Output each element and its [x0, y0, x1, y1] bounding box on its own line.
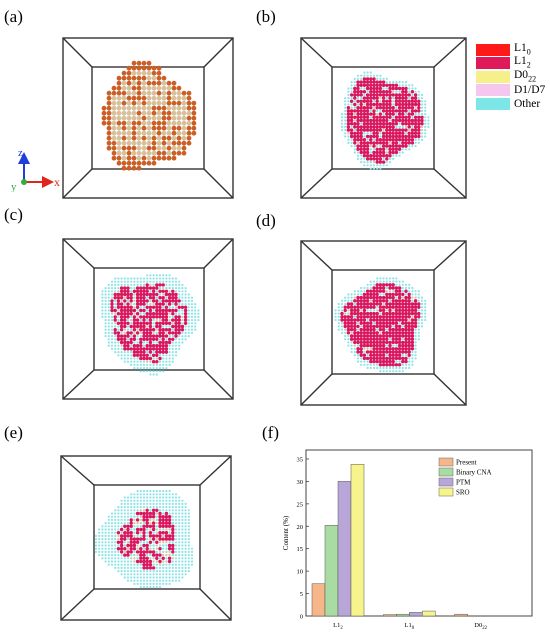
legend-label-present: Present	[456, 459, 477, 467]
legend-swatch-ptm	[438, 477, 454, 487]
bar-sro-1	[422, 610, 436, 617]
legend-item-other: Other	[476, 97, 545, 111]
legend-item-d1d7: D1/D7	[476, 84, 545, 98]
panel-e-cluster	[94, 490, 194, 589]
bar-ptm-0	[337, 481, 352, 617]
panel-label-b: (b)	[256, 7, 276, 26]
panel-d-box	[300, 240, 467, 406]
y-tick-label: 25	[297, 501, 304, 508]
panel-label-f: (f)	[262, 423, 279, 442]
y-axis-dot	[21, 179, 27, 185]
panel-b-frame	[300, 37, 467, 199]
legend-item-l10: L10	[476, 41, 545, 57]
x-axis-label: x	[54, 175, 60, 189]
legend-swatch-d022	[476, 70, 510, 83]
legend-swatch-d1d7	[476, 84, 510, 97]
legend-label-d1d7: D1/D7	[514, 84, 546, 97]
panel-b-cluster	[340, 71, 430, 170]
panel-c-cluster	[101, 274, 200, 376]
axes-triad: z y x	[8, 142, 68, 192]
panel-label-d: (d)	[256, 211, 276, 230]
content-chart: 0 5 10 15 20 25 30 35 Content (%) L12 L10 D022 Prese…	[280, 446, 542, 634]
panel-e-frame	[60, 455, 232, 621]
bar-ptm-1	[409, 612, 423, 617]
x-tick-label: L10	[405, 622, 415, 631]
bar-binary-cna-1	[396, 613, 410, 617]
legend-label-other: Other	[514, 97, 541, 110]
bar-binary-cna-0	[324, 525, 339, 617]
y-tick-label: 30	[297, 479, 304, 486]
legend-swatch-binary-cna	[438, 467, 454, 477]
panel-d-view	[300, 240, 467, 406]
legend-label-l10: L10	[514, 41, 531, 56]
legend-swatch-present	[438, 457, 454, 467]
y-tick-label: 5	[300, 591, 303, 598]
panel-c-box	[62, 238, 234, 400]
legend-swatch-other	[476, 97, 510, 110]
z-axis-label: z	[18, 147, 23, 159]
panel-label-a: (a)	[4, 7, 23, 26]
panel-d-cluster	[334, 277, 427, 373]
y-axis-title: Content (%)	[282, 515, 290, 550]
y-tick-label: 0	[300, 614, 303, 621]
legend-label-sro: SRO	[456, 489, 470, 497]
legend-label-d022: D022	[514, 68, 537, 83]
axes-triad-svg: z y x	[11, 147, 60, 192]
structure-legend: L10 L12 D022 D1/D7 Other	[476, 41, 545, 111]
panel-d-frame	[300, 240, 467, 406]
bar-sro-0	[350, 464, 365, 617]
panel-label-e: (e)	[4, 423, 23, 442]
panel-e-box	[60, 455, 232, 621]
y-tick-label: 35	[297, 456, 304, 463]
panel-a-view	[62, 37, 234, 199]
bar-present-0	[311, 583, 326, 617]
y-axis-label: y	[11, 181, 17, 192]
panel-label-c: (c)	[4, 205, 23, 224]
y-tick-label: 10	[297, 569, 304, 576]
x-tick-label: L12	[333, 622, 343, 631]
panel-b-view	[300, 37, 467, 199]
bar-present-2	[454, 613, 468, 617]
legend-item-l12: L12	[476, 55, 545, 71]
panel-b-box	[300, 37, 467, 199]
legend-item-d022: D022	[476, 68, 545, 84]
bar-present-1	[383, 614, 397, 617]
chart-legend: Present Binary CNA PTM SRO	[438, 457, 492, 497]
x-tick-label: D022	[474, 622, 487, 631]
content-bar-chart: 0 5 10 15 20 25 30 35 Content (%) L12 L10 D022 Prese…	[282, 449, 533, 631]
legend-label-l12: L12	[514, 55, 531, 70]
panel-e-view	[60, 455, 232, 621]
legend-label-binary-cna: Binary CNA	[456, 469, 492, 477]
panel-a-cluster	[101, 60, 197, 171]
legend-swatch-sro	[438, 487, 454, 497]
legend-swatch-l12	[476, 57, 510, 70]
panel-a-box	[62, 37, 234, 199]
y-tick-label: 15	[297, 546, 304, 553]
panel-c-view	[62, 238, 234, 400]
legend-swatch-l10	[476, 43, 510, 56]
panel-c-frame	[62, 238, 234, 400]
y-tick-label: 20	[297, 524, 304, 531]
legend-label-ptm: PTM	[456, 479, 471, 487]
